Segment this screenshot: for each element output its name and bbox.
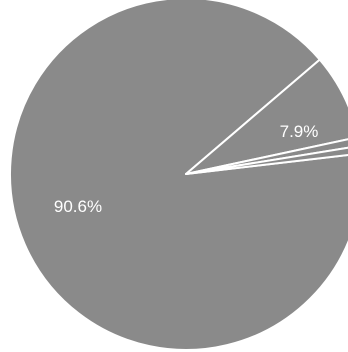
pie-labels: 90.6% 7.9% xyxy=(54,122,318,216)
pie-slices xyxy=(9,0,348,351)
pie-slice-label-0: 90.6% xyxy=(54,197,102,216)
pie-slice-label-1: 7.9% xyxy=(280,122,319,141)
pie-slice-1 xyxy=(185,58,348,175)
pie-slice-0 xyxy=(9,0,348,351)
